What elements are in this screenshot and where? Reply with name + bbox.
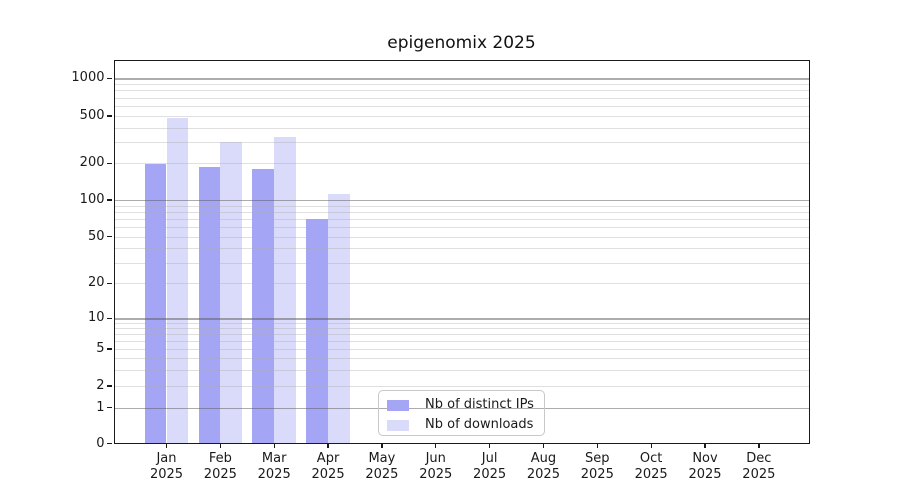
bar-distinct-ips	[252, 169, 275, 444]
gridline-minor	[115, 90, 809, 92]
bar-downloads	[166, 117, 189, 444]
gridline-minor	[115, 218, 809, 220]
y-axis-tick	[107, 385, 112, 387]
legend: Nb of distinct IPs Nb of downloads	[378, 390, 545, 436]
y-axis-label: 20	[87, 275, 105, 291]
gridline-minor	[115, 386, 809, 387]
y-axis-tick	[107, 236, 112, 238]
x-axis-tick	[381, 443, 383, 448]
gridline-major	[115, 78, 809, 80]
gridline-major	[115, 407, 809, 409]
x-axis-label: Mar 2025	[257, 451, 291, 482]
x-axis-label: Apr 2025	[311, 451, 345, 482]
legend-label-downloads: Nb of downloads	[425, 417, 534, 432]
gridline-minor	[115, 369, 809, 371]
y-axis-label: 2	[96, 378, 105, 393]
legend-swatch-distinct-ips	[387, 399, 409, 411]
y-axis-tick	[107, 282, 112, 284]
y-axis-label: 50	[87, 228, 105, 244]
y-axis-tick	[107, 317, 112, 319]
plot-area	[113, 59, 810, 444]
gridline-minor	[115, 127, 809, 129]
y-axis-label: 200	[79, 155, 105, 171]
gridline-minor	[115, 163, 809, 165]
gridline-minor	[115, 248, 809, 250]
x-axis-label: Oct 2025	[634, 451, 668, 482]
y-axis-tick	[107, 77, 112, 79]
gridline-major	[115, 318, 809, 320]
y-axis-tick	[107, 162, 112, 164]
y-axis-label: 5	[96, 341, 105, 356]
gridline-minor	[115, 283, 809, 285]
x-axis-tick	[758, 443, 760, 448]
y-axis-tick	[107, 407, 112, 409]
x-axis-tick	[327, 443, 329, 448]
y-axis-label: 500	[79, 108, 105, 123]
x-axis-tick	[542, 443, 545, 448]
bar-distinct-ips	[198, 167, 221, 444]
x-axis-label: Aug 2025	[526, 451, 560, 482]
y-axis-tick	[107, 115, 112, 117]
y-axis-tick	[107, 199, 112, 201]
bar-downloads	[220, 141, 243, 444]
gridline-minor	[115, 340, 809, 342]
x-axis-tick	[219, 443, 222, 448]
gridline-minor	[115, 142, 809, 144]
x-axis-tick	[165, 443, 168, 448]
gridline-minor	[115, 227, 809, 229]
x-axis-label: Jul 2025	[473, 451, 507, 482]
x-axis-tick	[704, 443, 706, 448]
gridline-minor	[115, 322, 809, 324]
gridline-minor	[115, 205, 809, 207]
y-axis-label: 10	[87, 310, 105, 326]
y-axis-label: 0	[96, 435, 105, 451]
y-axis-tick	[107, 442, 112, 445]
chart-title: epigenomix 2025	[387, 33, 536, 53]
y-axis-label: 1000	[71, 70, 105, 86]
gridline-minor	[115, 211, 809, 213]
bar-distinct-ips	[306, 218, 329, 444]
gridline-major	[115, 200, 809, 202]
y-axis-label: 1	[96, 399, 105, 415]
gridline-minor	[115, 349, 809, 350]
gridline-minor	[115, 358, 809, 359]
x-axis-tick	[650, 443, 652, 448]
x-axis-tick	[596, 443, 598, 448]
legend-item-downloads: Nb of downloads	[387, 416, 544, 434]
x-axis-tick	[435, 443, 437, 448]
x-axis-tick	[489, 443, 491, 448]
bar-downloads	[274, 136, 296, 444]
gridline-minor	[115, 262, 809, 264]
x-axis-label: Feb 2025	[203, 451, 237, 482]
gridline-minor	[115, 236, 809, 238]
gridline-minor	[115, 328, 809, 330]
x-axis-label: May 2025	[365, 451, 399, 482]
x-axis-label: Sep 2025	[580, 451, 614, 482]
x-axis-label: Jun 2025	[419, 451, 453, 482]
gridline-minor	[115, 334, 809, 336]
y-axis-tick	[107, 348, 112, 350]
gridline-minor	[115, 97, 809, 99]
gridline-minor	[115, 84, 809, 86]
legend-swatch-downloads	[387, 419, 409, 431]
x-axis-label: Jan 2025	[149, 451, 184, 482]
x-axis-label: Dec 2025	[742, 451, 776, 482]
gridline-minor	[115, 106, 809, 108]
y-axis-label: 100	[79, 192, 105, 207]
x-axis-label: Nov 2025	[688, 451, 722, 482]
gridline-minor	[115, 116, 809, 117]
legend-label-distinct-ips: Nb of distinct IPs	[425, 397, 534, 412]
bar-distinct-ips	[144, 164, 167, 444]
legend-item-distinct-ips: Nb of distinct IPs	[387, 396, 544, 414]
x-axis-tick	[273, 443, 275, 448]
